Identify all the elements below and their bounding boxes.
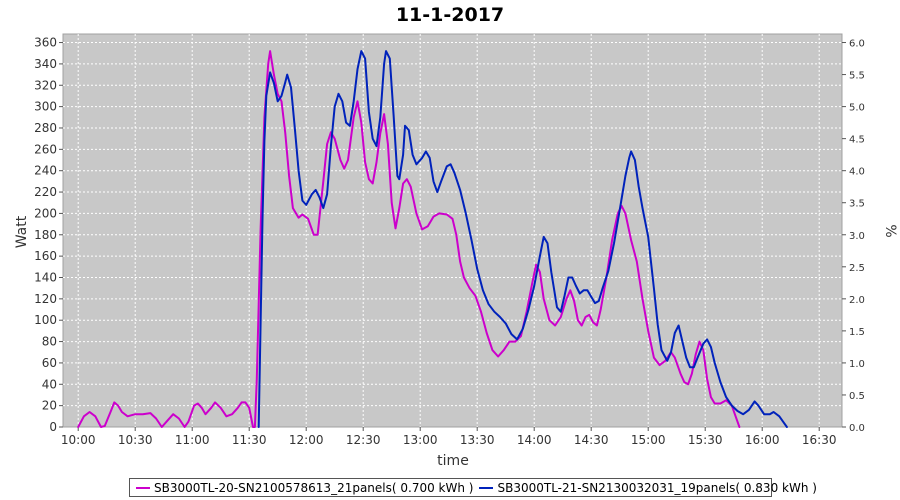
y-tick-label: 0 <box>49 420 57 434</box>
y-tick-label: 260 <box>34 142 57 156</box>
y-tick-label: 140 <box>34 270 57 284</box>
y-tick-label: 160 <box>34 249 57 263</box>
legend: SB3000TL-20-SN2100578613_21panels( 0.700… <box>129 478 817 497</box>
y2-tick-label: 0.0 <box>849 423 865 434</box>
x-tick-label: 15:30 <box>688 433 723 447</box>
y-tick-label: 320 <box>34 78 57 92</box>
y-tick-label: 80 <box>42 335 57 349</box>
grid <box>63 34 842 427</box>
x-axis-label: time <box>437 453 469 469</box>
plot-area <box>62 33 843 428</box>
x-tick-label: 12:30 <box>346 433 381 447</box>
x-tick-label: 13:30 <box>460 433 495 447</box>
y2-tick-label: 3.5 <box>849 199 865 210</box>
y-tick-label: 120 <box>34 292 57 306</box>
y-tick-label: 180 <box>34 228 57 242</box>
y-axis-left: 0 20 40 60 80 100 120 140 160 180 200 220 240 260 280 3… <box>34 36 63 434</box>
y-tick-label: 360 <box>34 36 57 50</box>
x-tick-label: 16:30 <box>802 433 837 447</box>
x-tick-label: 10:00 <box>61 433 96 447</box>
x-tick-label: 12:00 <box>289 433 324 447</box>
y-tick-label: 60 <box>42 356 57 370</box>
x-tick-label: 15:00 <box>631 433 666 447</box>
y2-axis-label: % <box>882 224 898 237</box>
y-axis-right: 0.0 0.5 1.0 1.5 2.0 2.5 3.0 3.5 4.0 4.5 5.0 5.5 6.0 <box>842 39 865 434</box>
y-tick-label: 340 <box>34 57 57 71</box>
y2-tick-label: 6.0 <box>849 39 865 50</box>
y-tick-label: 300 <box>34 100 57 114</box>
y2-tick-label: 3.0 <box>849 231 865 242</box>
y-tick-label: 200 <box>34 206 57 220</box>
legend-swatch-series-2 <box>479 486 494 489</box>
legend-item-series-2: SB3000TL-21-SN2130032031_19panels( 0.830… <box>479 480 817 495</box>
y2-tick-label: 2.0 <box>849 295 865 306</box>
x-tick-label: 13:00 <box>403 433 438 447</box>
series-layer <box>77 50 788 428</box>
y2-tick-label: 1.5 <box>849 327 865 338</box>
legend-label-series-1: SB3000TL-20-SN2100578613_21panels( 0.700… <box>154 480 474 495</box>
y2-tick-label: 0.5 <box>849 391 865 402</box>
legend-swatch-series-1 <box>136 486 150 489</box>
y-tick-label: 280 <box>34 121 57 135</box>
y2-tick-label: 4.0 <box>849 167 865 178</box>
chart-title: 11-1-2017 <box>396 4 504 26</box>
y2-tick-label: 1.0 <box>849 359 865 370</box>
series-line-1 <box>77 50 741 428</box>
series-line-2 <box>257 50 788 428</box>
x-tick-label: 10:30 <box>118 433 153 447</box>
legend-item-series-1: SB3000TL-20-SN2100578613_21panels( 0.700… <box>136 481 473 495</box>
x-tick-label: 11:30 <box>232 433 267 447</box>
y2-tick-label: 5.0 <box>849 103 865 114</box>
x-tick-label: 16:00 <box>745 433 780 447</box>
y-tick-label: 240 <box>34 164 57 178</box>
y2-tick-label: 5.5 <box>849 71 865 82</box>
legend-label-series-2: SB3000TL-21-SN2130032031_19panels( 0.830… <box>497 480 817 495</box>
y-tick-label: 100 <box>34 313 57 327</box>
y-tick-label: 20 <box>42 399 57 413</box>
x-tick-label: 14:30 <box>574 433 609 447</box>
y-tick-label: 40 <box>42 377 57 391</box>
x-tick-label: 14:00 <box>517 433 552 447</box>
x-axis: 10:00 10:30 11:00 11:30 12:00 12:30 13:00 13:30… <box>61 427 837 447</box>
x-tick-label: 11:00 <box>175 433 210 447</box>
y2-tick-label: 4.5 <box>849 135 865 146</box>
y2-tick-label: 2.5 <box>849 263 865 274</box>
y-tick-label: 220 <box>34 185 57 199</box>
y-axis-label: Watt <box>14 215 30 248</box>
